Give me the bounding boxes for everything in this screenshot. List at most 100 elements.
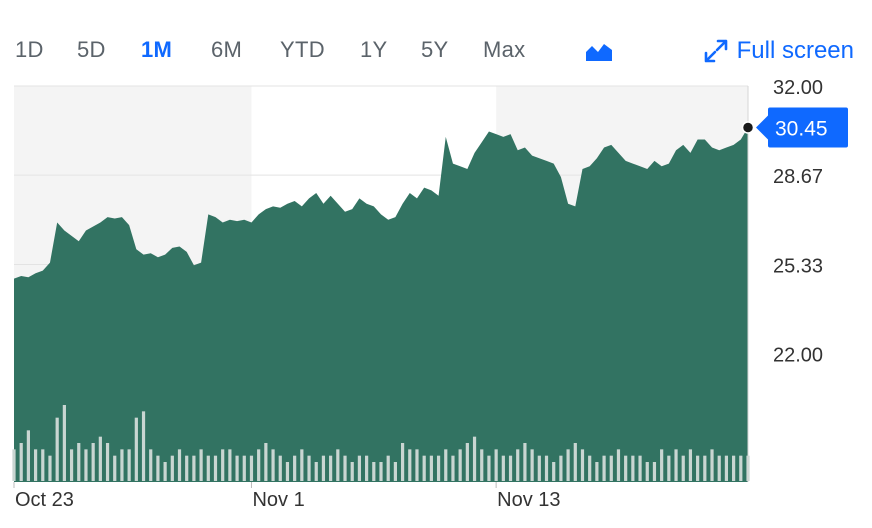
volume-bar	[163, 462, 167, 481]
volume-bar	[33, 449, 38, 481]
volume-bar	[156, 455, 160, 481]
current-price-badge	[756, 107, 848, 148]
volume-bar	[696, 455, 700, 481]
volume-bar	[343, 455, 347, 481]
y-tick-label: 22.00	[773, 345, 823, 367]
volume-bar	[249, 455, 254, 481]
volume-bar	[379, 462, 383, 481]
volume-bar	[703, 455, 707, 481]
x-tick-label: Nov 1	[252, 489, 304, 511]
range-button-6m[interactable]: 6M	[211, 37, 243, 62]
volume-bar	[314, 462, 318, 481]
x-tick-label: Oct 23	[15, 489, 74, 511]
volume-bar	[134, 417, 138, 481]
volume-bar	[458, 449, 462, 481]
volume-bar	[350, 462, 354, 481]
fullscreen-label: Full screen	[736, 37, 854, 64]
volume-bar	[105, 443, 110, 481]
volume-bar	[113, 455, 117, 481]
volume-bar	[19, 443, 23, 481]
volume-bar	[616, 449, 621, 481]
volume-bar	[235, 455, 239, 481]
volume-bar	[26, 430, 30, 481]
range-button-1y[interactable]: 1Y	[360, 37, 388, 62]
volume-bar	[55, 417, 59, 481]
volume-bar	[645, 462, 649, 481]
x-tick-label: Nov 13	[497, 489, 560, 511]
chart-toolbar: 1D 5D 1M 6M YTD 1Y 5Y Max Full screen	[0, 0, 872, 90]
volume-bar	[472, 436, 477, 481]
volume-bar	[566, 449, 570, 481]
volume-bar	[293, 455, 297, 481]
volume-bar	[213, 455, 218, 481]
volume-bar	[307, 455, 311, 481]
volume-bar	[386, 455, 390, 481]
volume-bar	[652, 462, 657, 481]
current-price-label: 30.45	[775, 117, 828, 140]
volume-bar	[602, 455, 606, 481]
volume-bar	[710, 449, 714, 481]
volume-bar	[465, 443, 469, 481]
volume-bar	[739, 455, 743, 481]
volume-bar	[559, 455, 563, 481]
price-area	[14, 127, 748, 482]
volume-bar	[523, 443, 527, 481]
volume-bar	[667, 455, 671, 481]
volume-bar	[609, 455, 613, 481]
range-button-ytd[interactable]: YTD	[280, 37, 325, 62]
volume-bar	[264, 443, 268, 481]
volume-bar	[271, 449, 275, 481]
area-chart-icon[interactable]	[584, 40, 614, 62]
range-button-1m[interactable]: 1M	[141, 37, 173, 62]
volume-bar	[357, 455, 362, 481]
volume-bar	[98, 436, 102, 481]
volume-bar	[516, 449, 520, 481]
volume-bar	[12, 449, 16, 481]
volume-bar	[329, 455, 333, 481]
volume-bar	[638, 455, 642, 481]
volume-bar	[206, 455, 210, 481]
volume-bar	[487, 455, 491, 481]
volume-bar	[724, 455, 729, 481]
volume-bar	[228, 449, 232, 481]
range-button-5y[interactable]: 5Y	[421, 37, 449, 62]
volume-bar	[199, 449, 203, 481]
volume-bar	[285, 462, 290, 481]
volume-bar	[62, 405, 66, 481]
volume-bar	[552, 462, 556, 481]
volume-bar	[408, 449, 412, 481]
volume-bar	[573, 443, 577, 481]
volume-bar	[170, 455, 174, 481]
volume-bar	[321, 455, 326, 481]
range-button-1d[interactable]: 1D	[15, 37, 44, 62]
range-button-5d[interactable]: 5D	[77, 37, 106, 62]
volume-bar	[77, 443, 81, 481]
volume-bar	[688, 449, 693, 481]
y-tick-label: 25.33	[773, 255, 823, 277]
volume-bar	[732, 455, 736, 481]
volume-bar	[444, 449, 448, 481]
range-button-max[interactable]: Max	[483, 37, 526, 62]
volume-bar	[624, 455, 628, 481]
volume-bar	[631, 455, 635, 481]
volume-bar	[127, 449, 131, 481]
fullscreen-button[interactable]: Full screen	[703, 36, 854, 66]
volume-bar	[494, 449, 498, 481]
volume-bar	[415, 449, 419, 481]
volume-bar	[595, 462, 599, 481]
volume-bar	[221, 449, 225, 481]
volume-bar	[674, 449, 678, 481]
volume-bar	[69, 449, 74, 481]
volume-bar	[580, 449, 585, 481]
volume-bar	[429, 455, 433, 481]
volume-bar	[84, 449, 88, 481]
volume-bar	[336, 449, 340, 481]
current-price-dot	[741, 121, 755, 134]
volume-bar	[41, 449, 45, 481]
volume-bar	[48, 455, 52, 481]
volume-bar	[508, 455, 513, 481]
volume-bar	[257, 449, 261, 481]
volume-bar	[185, 455, 189, 481]
volume-bar	[530, 449, 534, 481]
